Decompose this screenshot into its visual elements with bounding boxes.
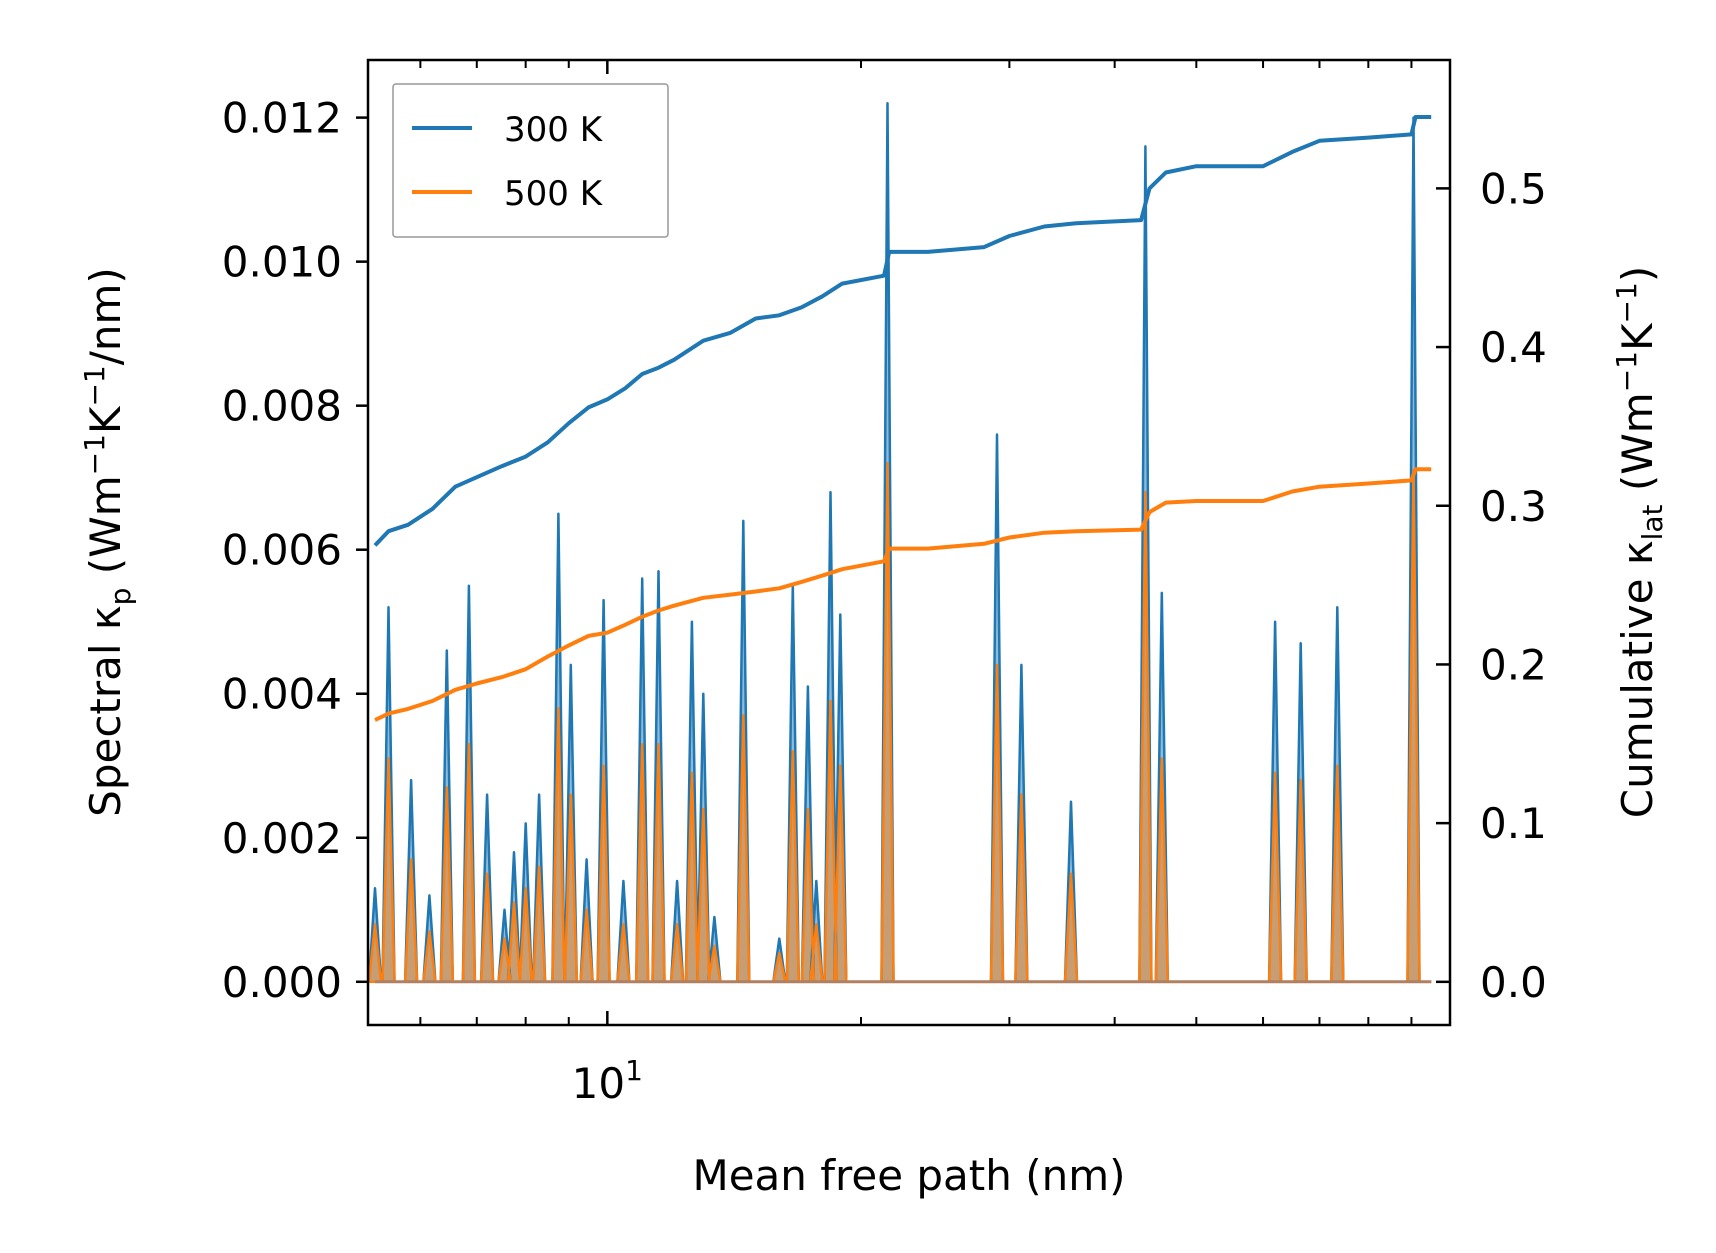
y-axis-left: 0.000 0.002 0.004 0.006 0.008 0.010 0.012 [222, 94, 368, 1007]
y-right-tick-label-3: 0.3 [1480, 482, 1547, 531]
y-left-tick-label-4: 0.008 [222, 382, 342, 431]
y-right-tick-label-0: 0.0 [1480, 958, 1547, 1007]
spectral-line-500k [367, 462, 1432, 984]
y-right-tick-label-5: 0.5 [1480, 164, 1547, 213]
spectral-lines [367, 101, 1432, 984]
y-left-tick-label-5: 0.010 [222, 238, 342, 287]
plot-frame [366, 58, 1452, 1027]
y-left-tick-label-6: 0.012 [222, 94, 342, 143]
y-right-tick-label-2: 0.2 [1480, 640, 1547, 689]
y-axis-left-title: Spectral κp (Wm−1K−1/nm) [78, 267, 137, 817]
y-left-tick-label-0: 0.000 [222, 958, 342, 1007]
x-tick-label-0: 101 [572, 1054, 643, 1108]
legend-box [392, 83, 669, 238]
y-axis-right: 0.0 0.1 0.2 0.3 0.4 0.5 [1436, 164, 1547, 1007]
x-axis-title: Mean free path (nm) [692, 1151, 1125, 1200]
legend: 300 K 500 K [392, 83, 669, 238]
y-left-tick-label-3: 0.006 [222, 526, 342, 575]
legend-label-500k: 500 K [504, 174, 604, 214]
legend-label-300k: 300 K [504, 110, 604, 150]
y-left-tick-label-1: 0.002 [222, 814, 342, 863]
cumulative-line-300k [373, 115, 1432, 547]
y-axis-right-title: Cumulative κlat (Wm−1K−1) [1610, 266, 1669, 818]
cumulative-lines [373, 115, 1432, 722]
spectral-line-300k [367, 101, 1432, 984]
cumulative-line-500k [374, 467, 1432, 722]
y-left-tick-label-2: 0.004 [222, 670, 342, 719]
x-axis: 101 [419, 60, 1413, 1108]
y-right-tick-label-4: 0.4 [1480, 323, 1547, 372]
y-right-tick-label-1: 0.1 [1480, 799, 1547, 848]
